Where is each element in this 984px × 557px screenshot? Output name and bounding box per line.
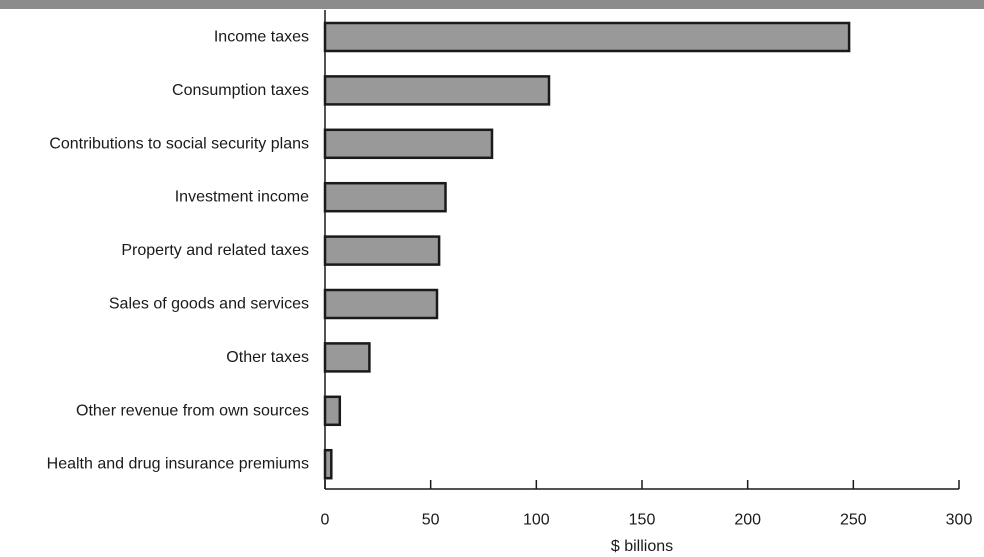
category-label: Consumption taxes	[172, 82, 309, 99]
category-labels: Income taxes Consumption taxes Contributio…	[47, 29, 309, 473]
category-label: Other taxes	[226, 349, 309, 366]
bar	[323, 181, 447, 213]
x-axis-title: $ billions	[611, 538, 673, 555]
category-label: Income taxes	[214, 29, 309, 46]
bar	[323, 235, 441, 266]
x-tick-label: 50	[422, 512, 440, 529]
chart-top-rule	[0, 0, 984, 9]
x-tick-label: 250	[840, 512, 867, 529]
bar	[323, 342, 371, 373]
bars-layer	[323, 21, 851, 480]
x-tick-label: 300	[946, 512, 973, 529]
category-label: Health and drug insurance premiums	[47, 456, 309, 473]
category-label: Sales of goods and services	[109, 296, 309, 313]
bar	[323, 288, 439, 320]
x-tick-label: 0	[321, 512, 330, 529]
bar	[323, 21, 851, 53]
x-tick-label: 100	[523, 512, 550, 529]
bar	[323, 395, 342, 427]
x-tick-label: 150	[629, 512, 656, 529]
x-tick-label: 200	[734, 512, 761, 529]
category-label: Property and related taxes	[121, 242, 309, 259]
category-label: Investment income	[175, 189, 309, 206]
category-label: Contributions to social security plans	[49, 135, 309, 152]
category-label: Other revenue from own sources	[76, 402, 309, 419]
x-axis: 0 50 100 150 200 250 300	[321, 10, 973, 529]
bar	[323, 75, 551, 106]
bar	[323, 448, 333, 480]
bar	[323, 128, 494, 160]
